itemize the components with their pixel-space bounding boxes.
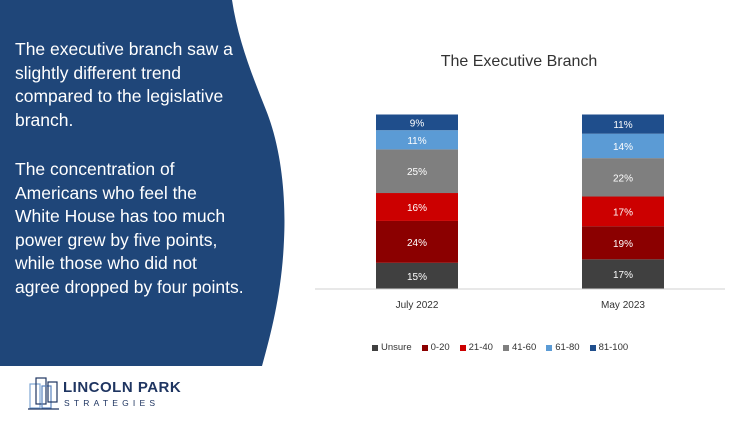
data-label: 22%	[613, 173, 633, 184]
legend-swatch	[589, 344, 596, 351]
chart-legend: Unsure 0-20 21-40 41-60 61-80 81-100	[372, 342, 628, 353]
legend-item: Unsure	[372, 342, 412, 353]
bar-segment-81-100-1	[376, 114, 458, 131]
legend-swatch	[421, 344, 428, 351]
legend-item: 61-80	[546, 342, 580, 353]
data-label: 11%	[407, 136, 426, 147]
data-label: 16%	[407, 203, 427, 214]
bar-segment-unsure-1	[376, 262, 458, 289]
bar-segment-21-40-2	[582, 196, 664, 227]
data-label: 9%	[410, 118, 425, 129]
data-label: 11%	[613, 120, 632, 131]
legend-swatch	[459, 344, 466, 351]
legend-label: 41-60	[511, 342, 537, 353]
data-label: 17%	[613, 207, 633, 218]
data-label: 19%	[613, 239, 633, 250]
bars-layer: 15% 24% 16% 25% 11% 9% 17% 19% 17% 22% 14% 11%	[376, 114, 664, 289]
bar-segment-unsure-2	[582, 259, 664, 289]
legend-item: 81-100	[589, 342, 629, 353]
legend-label: 0-20	[430, 342, 450, 353]
chart-title: The Executive Branch	[441, 53, 598, 70]
data-label: 14%	[613, 142, 633, 153]
summary-paragraph-2: The concentration of Americans who feel …	[15, 159, 244, 297]
legend-swatch	[372, 344, 378, 351]
data-label: 24%	[407, 238, 427, 249]
legend-label: 21-40	[468, 342, 493, 353]
legend-label: Unsure	[381, 342, 412, 353]
summary-paragraph-1: The executive branch saw a slightly diff…	[15, 39, 233, 130]
logo-name-line1: LINCOLN PARK	[63, 379, 182, 396]
data-label: 25%	[407, 167, 427, 178]
stacked-bar-chart: The Executive Branch 15% 24% 16% 25% 11% 9% 17…	[315, 53, 725, 311]
data-label: 17%	[613, 270, 633, 281]
legend-label: 61-80	[555, 342, 580, 353]
bar-segment-61-80-1	[376, 130, 458, 150]
bar-segment-81-100-2	[582, 114, 664, 134]
logo-name-line2: STRATEGIES	[64, 398, 160, 408]
logo-mark-icon	[28, 377, 59, 410]
x-axis-labels: July 2022 May 2023	[396, 300, 646, 311]
legend-swatch	[502, 344, 509, 351]
bar-segment-0-20-1	[376, 220, 458, 263]
bar-segment-61-80-2	[582, 133, 664, 159]
legend-item: 41-60	[502, 342, 537, 353]
company-logo: LINCOLN PARK STRATEGIES	[28, 376, 228, 416]
bar-segment-0-20-2	[582, 226, 664, 260]
data-label: 15%	[407, 272, 427, 283]
legend-item: 21-40	[459, 342, 493, 353]
legend-swatch	[546, 344, 553, 351]
legend-item: 0-20	[421, 342, 450, 353]
x-tick-label: July 2022	[396, 300, 439, 311]
legend-label: 81-100	[598, 342, 629, 353]
left-panel-shape	[0, 0, 285, 366]
bar-segment-41-60-1	[376, 149, 458, 194]
bar-segment-41-60-2	[582, 158, 664, 197]
x-tick-label: May 2023	[601, 300, 645, 311]
bar-segment-21-40-1	[376, 193, 458, 221]
